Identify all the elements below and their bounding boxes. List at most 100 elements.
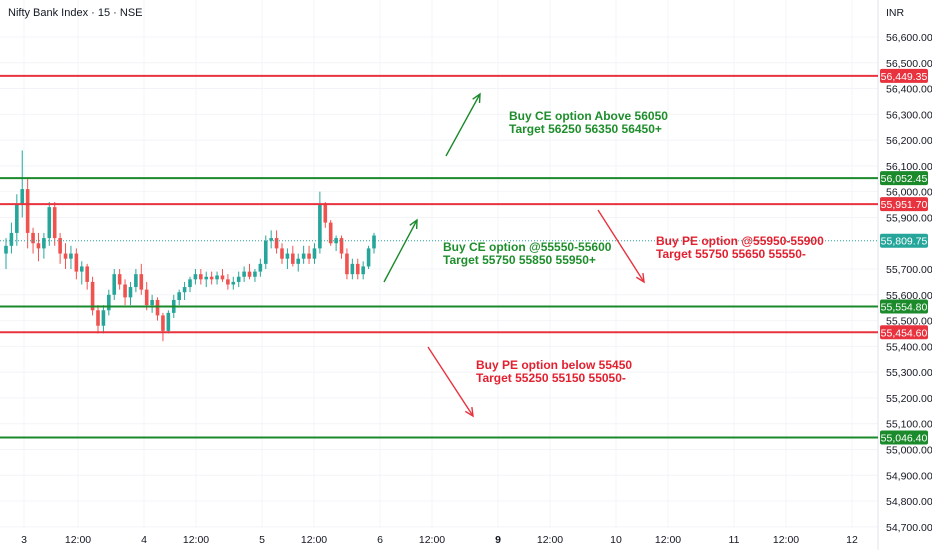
candle-body xyxy=(128,287,133,298)
level-lines-layer[interactable] xyxy=(0,74,878,439)
trend-arrow-shaft xyxy=(427,346,474,417)
trend-arrow-shaft xyxy=(383,219,418,283)
candle xyxy=(150,294,154,313)
candle xyxy=(296,253,301,272)
candle-body xyxy=(355,263,360,275)
candle xyxy=(280,243,284,264)
candle-body xyxy=(161,315,165,331)
candle-body xyxy=(366,248,371,267)
y-tick-label: 55,600.00 xyxy=(886,290,932,302)
y-tick-label: 56,100.00 xyxy=(886,161,932,173)
candle-body xyxy=(263,240,268,264)
candle xyxy=(226,274,230,290)
candle-body xyxy=(155,299,160,316)
candle-body xyxy=(291,253,295,264)
price-tag: 55,046.40 xyxy=(880,430,928,445)
trend-arrow-head xyxy=(409,218,418,230)
candle-body xyxy=(220,275,225,280)
candle-body xyxy=(247,271,252,277)
candle xyxy=(247,263,252,280)
price-tag-bg xyxy=(880,430,928,445)
candle xyxy=(128,281,133,306)
time-axis[interactable]: 3 12:00 4 12:00 5 12:00 6 12:00 9 12:00 10 12:00 11 1… xyxy=(21,534,858,546)
candle xyxy=(139,263,144,295)
candle-body xyxy=(318,204,322,249)
candle xyxy=(312,243,317,264)
candle-body xyxy=(339,238,344,254)
y-tick-label: 55,200.00 xyxy=(886,393,932,405)
y-tick-label: 56,500.00 xyxy=(886,58,932,70)
chart-title: Nifty Bank Index · 15 · NSE xyxy=(8,7,143,19)
price-tag-bg xyxy=(880,197,928,212)
price-tag-bg xyxy=(880,68,928,83)
candle-body xyxy=(25,189,30,233)
candle xyxy=(96,305,100,334)
candle-body xyxy=(193,274,198,280)
y-tick-label: 54,800.00 xyxy=(886,496,932,508)
candle xyxy=(236,271,241,288)
candle xyxy=(155,297,160,321)
candle-body xyxy=(15,204,19,233)
price-tag-bg xyxy=(880,299,928,314)
trend-arrow xyxy=(383,218,418,283)
candle-body xyxy=(20,189,25,205)
current-price-tag-bg xyxy=(880,233,928,248)
trend-arrow xyxy=(445,92,481,157)
candle xyxy=(334,235,338,251)
candle xyxy=(285,248,290,270)
candle xyxy=(123,279,127,306)
candle-body xyxy=(285,253,290,259)
candle-body xyxy=(123,284,127,298)
x-tick-label: 12:00 xyxy=(183,534,209,546)
trend-arrow-shaft xyxy=(445,93,481,157)
y-tick-label: 55,900.00 xyxy=(886,212,932,224)
candle-body xyxy=(63,253,68,259)
price-tag-label: 56,052.45 xyxy=(881,173,928,185)
candle xyxy=(90,276,95,316)
candle xyxy=(307,245,311,264)
candle xyxy=(85,263,89,290)
candle-body xyxy=(269,238,273,241)
candle xyxy=(177,289,181,306)
price-tag-label: 55,046.40 xyxy=(881,433,928,445)
price-tag: 55,554.80 xyxy=(880,299,928,314)
candle xyxy=(117,269,122,290)
candle-body xyxy=(85,266,89,282)
candle-body xyxy=(150,299,154,306)
candle xyxy=(193,269,198,285)
candle-body xyxy=(47,207,52,239)
price-axis[interactable]: 56,600.00 56,500.00 56,400.00 56,300.00 56,2… xyxy=(886,32,932,534)
annotation-line: Target 55250 55150 55050- xyxy=(476,371,626,385)
candle xyxy=(269,230,273,249)
price-tag: 55,454.60 xyxy=(880,325,928,340)
candle xyxy=(301,245,306,264)
candle xyxy=(161,312,165,342)
annotation-line: Target 55750 55850 55950+ xyxy=(443,253,596,267)
y-tick-label: 56,300.00 xyxy=(886,109,932,121)
price-tag-bg xyxy=(880,325,928,340)
annotation-line: Buy PE option below 55450 xyxy=(476,358,632,372)
price-tag: 55,951.70 xyxy=(880,197,928,212)
candle-body xyxy=(372,235,376,249)
candle xyxy=(74,248,79,280)
x-tick-label: 3 xyxy=(21,534,27,546)
candle xyxy=(339,235,344,259)
x-tick-label: 12:00 xyxy=(419,534,445,546)
candle xyxy=(350,258,355,280)
currency-label: INR xyxy=(886,7,905,19)
candle xyxy=(182,281,187,300)
candle xyxy=(15,194,19,246)
price-tag-label: 55,454.60 xyxy=(881,327,928,339)
x-tick-label: 12:00 xyxy=(301,534,327,546)
candle-body xyxy=(204,276,209,280)
x-tick-label: 12 xyxy=(846,534,858,546)
candle xyxy=(63,243,68,270)
candle-body xyxy=(296,258,301,264)
candle-body xyxy=(258,263,263,272)
